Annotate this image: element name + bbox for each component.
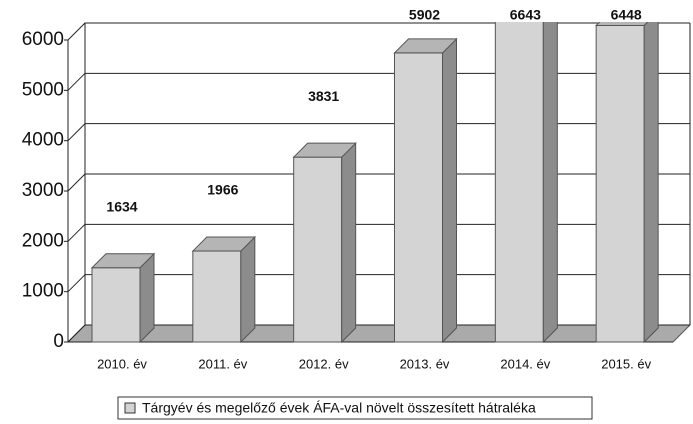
bar xyxy=(494,22,544,343)
bar-side xyxy=(643,22,659,344)
bar-top xyxy=(393,38,458,54)
legend: Tárgyév és megelőző évek ÁFA-val növelt … xyxy=(117,396,593,420)
bar-side xyxy=(341,141,357,344)
x-tick-label: 2012. év xyxy=(299,356,349,371)
grid-diag xyxy=(67,173,86,192)
bar-side xyxy=(139,252,155,344)
bars xyxy=(90,22,659,344)
y-tick-label: 0 xyxy=(53,331,64,352)
data-label: 6448 xyxy=(611,7,642,23)
legend-swatch xyxy=(124,402,136,414)
x-tick-label: 2013. év xyxy=(400,356,450,371)
y-tick-label: 6000 xyxy=(22,29,64,50)
grid-diag xyxy=(67,22,86,41)
bar-side xyxy=(542,22,558,344)
bar xyxy=(91,267,141,343)
grid-diag xyxy=(67,123,86,142)
y-tick-label: 3000 xyxy=(22,180,64,201)
bar xyxy=(595,24,645,343)
y-tick-label: 4000 xyxy=(22,130,64,151)
bar-side xyxy=(240,235,256,344)
bar-group xyxy=(90,252,156,344)
bar-group xyxy=(393,37,458,344)
bar-top xyxy=(191,236,257,252)
data-label: 3831 xyxy=(308,88,339,104)
y-tick-label: 1000 xyxy=(22,281,64,302)
x-tick-label: 2011. év xyxy=(198,356,247,371)
grid-diag xyxy=(67,223,86,242)
bar-group xyxy=(494,22,558,344)
grid-diag xyxy=(67,72,86,91)
bar-side xyxy=(442,37,457,344)
bar-top xyxy=(292,142,357,158)
legend-label: Tárgyév és megelőző évek ÁFA-val növelt … xyxy=(142,400,536,416)
x-tick-label: 2010. év xyxy=(97,356,147,371)
bar-top xyxy=(594,22,649,26)
grid-diag xyxy=(67,324,86,343)
x-tick-label: 2014. év xyxy=(500,356,550,371)
bar-top xyxy=(90,253,156,269)
data-label: 6643 xyxy=(510,7,541,23)
y-tick-label: 5000 xyxy=(22,79,64,100)
y-tick-label: 2000 xyxy=(22,230,64,251)
legend-box xyxy=(117,396,593,420)
data-label: 1634 xyxy=(106,198,137,214)
bar-group xyxy=(594,22,659,344)
grid-diag xyxy=(67,274,86,293)
x-tick-label: 2015. év xyxy=(601,356,651,371)
bar xyxy=(293,156,343,343)
bar xyxy=(192,250,242,343)
data-label: 1966 xyxy=(207,182,238,198)
bar-group xyxy=(191,235,257,344)
bar xyxy=(394,52,443,343)
data-label: 5902 xyxy=(409,7,440,23)
bar-group xyxy=(292,141,357,344)
